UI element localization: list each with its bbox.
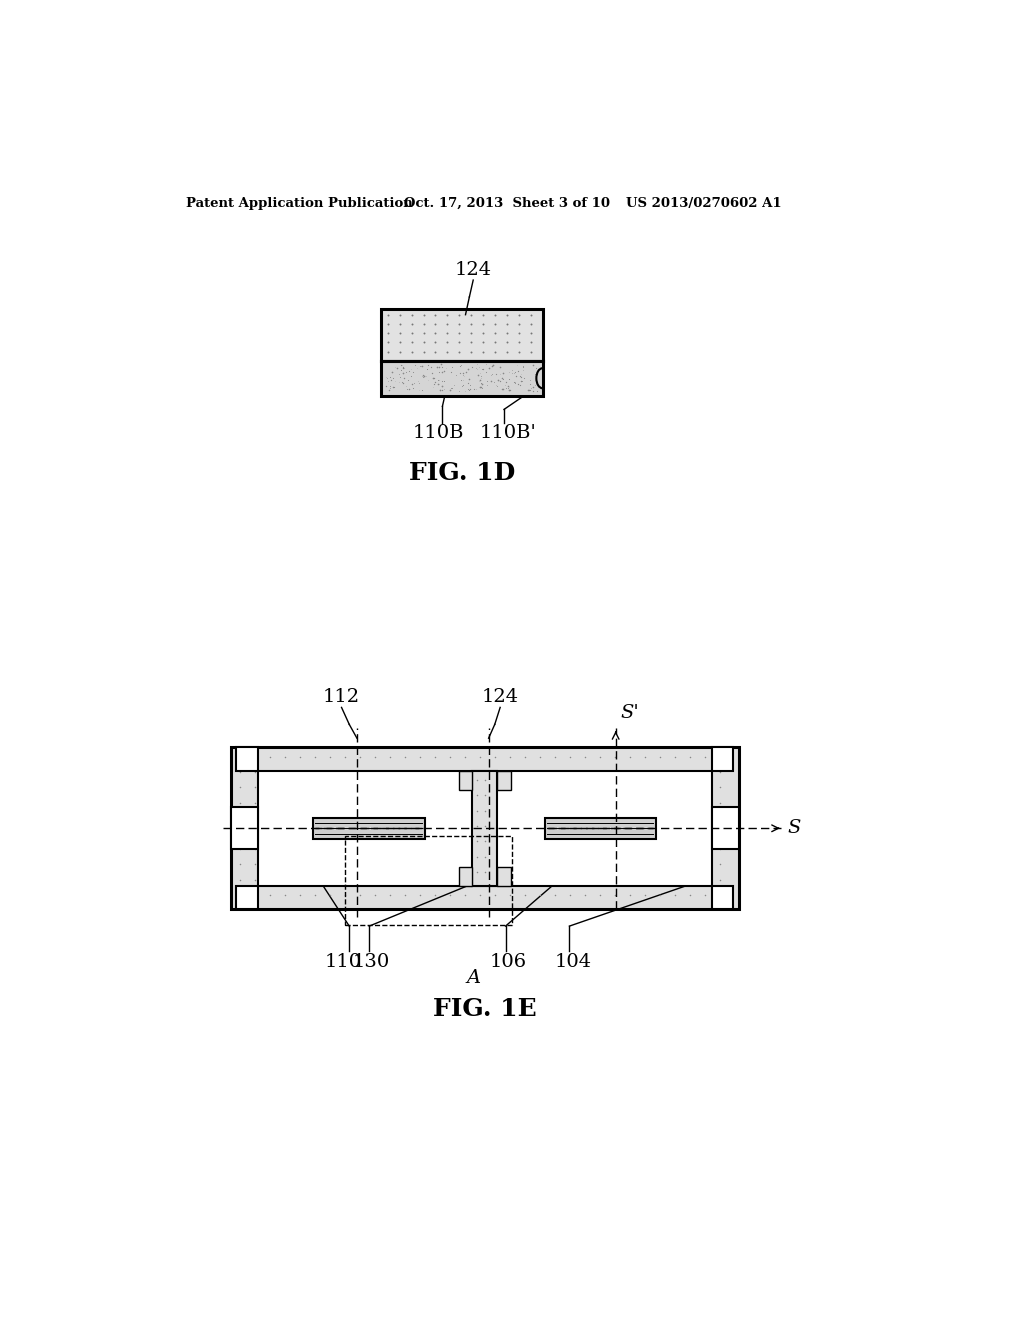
Text: 104: 104 xyxy=(555,953,592,970)
Text: S: S xyxy=(787,820,801,837)
Bar xyxy=(712,807,739,849)
Bar xyxy=(237,747,258,771)
Text: 130: 130 xyxy=(352,953,389,970)
Text: FIG. 1D: FIG. 1D xyxy=(409,461,515,484)
Text: 124: 124 xyxy=(455,261,492,279)
Bar xyxy=(497,771,511,789)
Text: FIG. 1E: FIG. 1E xyxy=(433,997,537,1022)
Text: 110: 110 xyxy=(325,953,361,970)
Bar xyxy=(712,747,733,771)
Text: 110B: 110B xyxy=(413,424,464,441)
Text: Oct. 17, 2013  Sheet 3 of 10: Oct. 17, 2013 Sheet 3 of 10 xyxy=(403,197,610,210)
Bar xyxy=(459,771,472,789)
Text: 112: 112 xyxy=(323,689,360,706)
Bar xyxy=(313,817,425,840)
Bar xyxy=(230,807,258,849)
Bar xyxy=(459,867,472,886)
Bar xyxy=(237,886,258,909)
Text: 110B': 110B' xyxy=(479,424,537,441)
Text: US 2013/0270602 A1: US 2013/0270602 A1 xyxy=(626,197,781,210)
Bar xyxy=(258,771,712,886)
Bar xyxy=(230,747,739,909)
Text: 124: 124 xyxy=(481,689,519,706)
Bar xyxy=(345,836,512,924)
Text: Patent Application Publication: Patent Application Publication xyxy=(186,197,413,210)
Bar xyxy=(545,817,656,840)
Bar xyxy=(381,309,543,360)
Bar xyxy=(712,886,733,909)
Text: A: A xyxy=(466,969,480,987)
Bar xyxy=(497,867,511,886)
Text: S': S' xyxy=(621,704,639,722)
Bar xyxy=(472,771,497,886)
Text: 106: 106 xyxy=(489,953,526,970)
Bar xyxy=(381,360,543,396)
Bar xyxy=(258,771,712,886)
